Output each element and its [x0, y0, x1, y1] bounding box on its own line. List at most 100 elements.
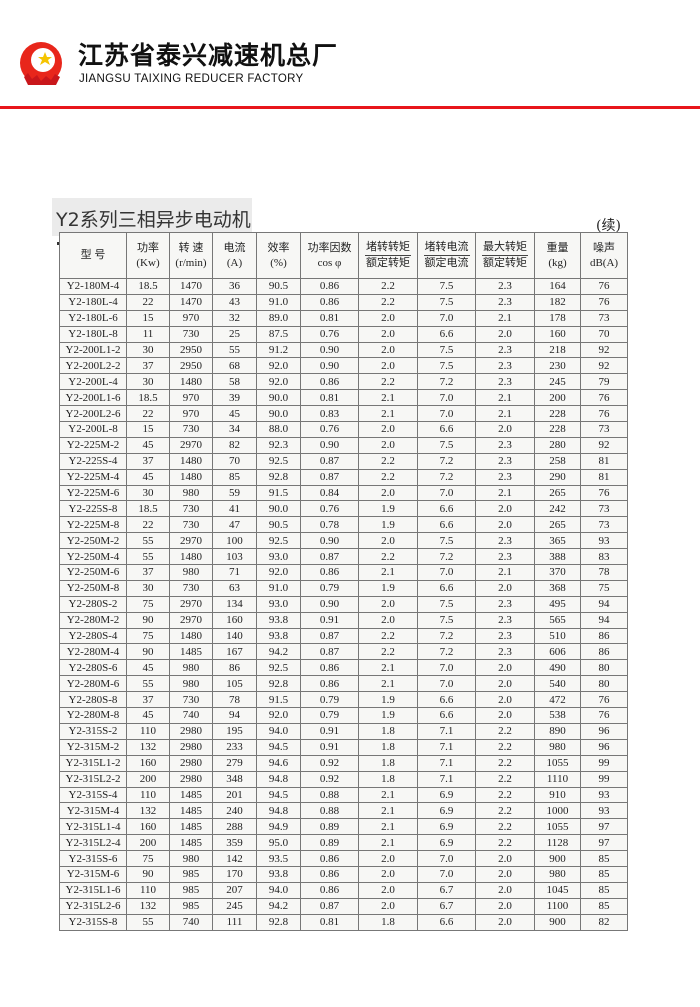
value-cell: 7.1	[417, 738, 476, 756]
value-cell: 0.89	[300, 834, 359, 852]
value-cell: 2.0	[475, 659, 535, 677]
value-cell: 0.91	[300, 722, 359, 740]
value-cell: 7.5	[417, 595, 476, 613]
value-cell: 0.86	[300, 659, 359, 677]
value-cell: 63	[212, 579, 257, 597]
value-cell: 45	[126, 659, 170, 677]
value-cell: 99	[580, 770, 628, 788]
value-cell: 25	[212, 325, 257, 343]
value-cell: 2980	[169, 770, 213, 788]
value-cell: 200	[534, 389, 581, 407]
value-cell: 94.8	[256, 802, 301, 820]
value-cell: 90	[126, 643, 170, 661]
value-cell: 34	[212, 421, 257, 438]
table-row: Y2-250M-8 30 730 63 91.0 0.79 1.9 6.6 2.0 368 75	[59, 579, 628, 597]
value-cell: 7.5	[417, 357, 476, 375]
value-cell: 0.76	[300, 500, 359, 518]
company-name-cn: 江苏省泰兴减速机总厂	[78, 41, 339, 70]
value-cell: 2980	[169, 722, 213, 740]
value-cell: 1055	[534, 818, 581, 836]
table-row: Y2-280M-6 55 980 105 92.8 0.86 2.1 7.0 2.0 540 80	[59, 675, 628, 693]
value-cell: 1.8	[358, 722, 418, 740]
value-cell: 2.0	[475, 421, 535, 438]
value-cell: 160	[534, 325, 581, 343]
value-cell: 1480	[169, 627, 213, 645]
value-cell: 85	[212, 468, 257, 486]
value-cell: 92	[580, 436, 628, 454]
value-cell: 73	[580, 421, 628, 438]
value-cell: 2.0	[475, 500, 535, 518]
value-cell: 0.87	[300, 897, 359, 915]
value-cell: 1480	[169, 548, 213, 566]
table-row: Y2-280S-4 75 1480 140 93.8 0.87 2.2 7.2 2.3 510 86	[59, 627, 628, 645]
table-row: Y2-200L2-6 22 970 45 90.0 0.83 2.1 7.0 2.1 228 76	[59, 405, 628, 423]
table-row: Y2-200L1-2 30 2950 55 91.2 0.90 2.0 7.5 2.3 218 92	[59, 341, 628, 359]
value-cell: 1128	[534, 834, 581, 852]
value-cell: 83	[580, 548, 628, 566]
value-cell: 92.5	[256, 532, 301, 550]
value-cell: 985	[169, 865, 213, 883]
value-cell: 88.0	[256, 421, 301, 438]
value-cell: 2980	[169, 754, 213, 772]
value-cell: 7.0	[417, 389, 476, 407]
value-cell: 2950	[169, 357, 213, 375]
value-cell: 0.79	[300, 691, 359, 709]
value-cell: 15	[126, 421, 170, 438]
value-cell: 1.8	[358, 913, 418, 931]
value-cell: 0.91	[300, 611, 359, 629]
value-cell: 97	[580, 834, 628, 852]
value-cell: 0.90	[300, 341, 359, 359]
value-cell: 111	[212, 913, 257, 931]
value-cell: 280	[534, 436, 581, 454]
value-cell: 142	[212, 850, 257, 867]
value-cell: 2.1	[358, 818, 418, 836]
value-cell: 2.3	[475, 627, 535, 645]
model-cell: Y2-180L-4	[59, 293, 127, 311]
value-cell: 348	[212, 770, 257, 788]
value-cell: 45	[126, 468, 170, 486]
value-cell: 980	[169, 484, 213, 502]
title-background	[52, 198, 252, 236]
value-cell: 910	[534, 786, 581, 804]
value-cell: 2.1	[475, 564, 535, 581]
value-cell: 2.3	[475, 436, 535, 454]
value-cell: 0.86	[300, 865, 359, 883]
value-cell: 55	[126, 675, 170, 693]
model-cell: Y2-225M-6	[59, 484, 127, 502]
model-cell: Y2-200L2-6	[59, 405, 127, 423]
table-row: Y2-225M-4 45 1480 85 92.8 0.87 2.2 7.2 2.3 290 81	[59, 468, 628, 486]
value-cell: 30	[126, 579, 170, 597]
column-header: 噪声 dB(A)	[580, 232, 628, 279]
value-cell: 7.2	[417, 468, 476, 486]
value-cell: 7.2	[417, 548, 476, 566]
value-cell: 1480	[169, 373, 213, 391]
value-cell: 132	[126, 738, 170, 756]
value-cell: 92.0	[256, 373, 301, 391]
model-cell: Y2-315S-8	[59, 913, 127, 931]
value-cell: 7.2	[417, 627, 476, 645]
value-cell: 85	[580, 881, 628, 899]
value-cell: 1110	[534, 770, 581, 788]
value-cell: 95.0	[256, 834, 301, 852]
value-cell: 2.1	[475, 405, 535, 423]
value-cell: 86	[580, 643, 628, 661]
model-cell: Y2-225M-8	[59, 516, 127, 534]
value-cell: 7.0	[417, 865, 476, 883]
value-cell: 2.1	[358, 405, 418, 423]
value-cell: 730	[169, 691, 213, 709]
value-cell: 75	[126, 627, 170, 645]
column-header-line2: 额定转矩	[483, 257, 527, 269]
continued-label: (续)	[596, 218, 621, 234]
value-cell: 6.6	[417, 500, 476, 518]
value-cell: 30	[126, 373, 170, 391]
value-cell: 7.5	[417, 611, 476, 629]
table-row: Y2-180L-6 15 970 32 89.0 0.81 2.0 7.0 2.1 178 73	[59, 309, 628, 327]
value-cell: 94	[580, 611, 628, 629]
value-cell: 37	[126, 452, 170, 470]
table-row: Y2-225S-4 37 1480 70 92.5 0.87 2.2 7.2 2.3 258 81	[59, 452, 628, 470]
value-cell: 2.0	[475, 707, 535, 724]
value-cell: 6.6	[417, 707, 476, 724]
value-cell: 980	[534, 738, 581, 756]
model-cell: Y2-180L-6	[59, 309, 127, 327]
value-cell: 2.0	[358, 897, 418, 915]
